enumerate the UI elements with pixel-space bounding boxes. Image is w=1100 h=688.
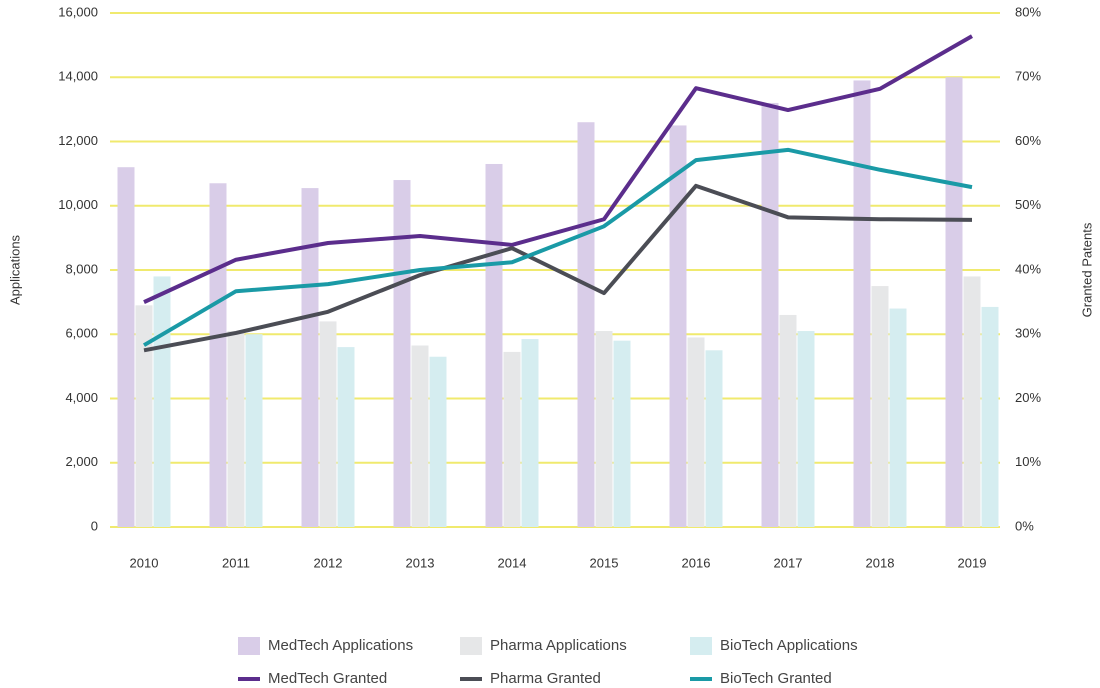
- legend-label: Pharma Granted: [490, 670, 601, 687]
- y-tick-label: 2,000: [65, 454, 98, 469]
- bar: [963, 276, 981, 527]
- bar: [117, 167, 135, 527]
- bar: [153, 276, 171, 527]
- bar: [945, 77, 963, 527]
- y-tick-label: 10,000: [58, 197, 98, 212]
- bar: [669, 125, 687, 527]
- legend-swatch: [238, 637, 260, 655]
- legend-label: MedTech Granted: [268, 670, 387, 687]
- bar: [135, 305, 153, 527]
- legend-label: MedTech Applications: [268, 637, 413, 654]
- bar: [227, 331, 245, 527]
- bar: [687, 337, 705, 527]
- x-tick-label: 2010: [130, 555, 159, 570]
- x-tick-label: 2012: [314, 555, 343, 570]
- bar: [337, 347, 355, 527]
- bar: [853, 80, 871, 528]
- legend-swatch: [460, 637, 482, 655]
- y2-tick-label: 40%: [1015, 261, 1041, 276]
- legend-label: Pharma Applications: [490, 637, 627, 654]
- bar: [245, 334, 263, 527]
- bar: [981, 306, 999, 527]
- y2-tick-label: 70%: [1015, 69, 1041, 84]
- bar: [705, 350, 723, 527]
- bar: [485, 163, 503, 528]
- legend-swatch: [690, 637, 712, 655]
- x-tick-label: 2015: [590, 555, 619, 570]
- bar: [797, 331, 815, 527]
- y2-tick-label: 80%: [1015, 4, 1041, 19]
- bar: [301, 188, 319, 528]
- bar: [595, 331, 613, 527]
- x-tick-label: 2019: [958, 555, 987, 570]
- y-tick-label: 4,000: [65, 390, 98, 405]
- bar: [871, 286, 889, 527]
- x-tick-label: 2014: [498, 555, 527, 570]
- y-tick-label: 0: [91, 518, 98, 533]
- x-tick-label: 2016: [682, 555, 711, 570]
- bar: [411, 345, 429, 527]
- y2-tick-label: 20%: [1015, 390, 1041, 405]
- line: [142, 147, 973, 347]
- bar: [393, 180, 411, 528]
- y-tick-label: 6,000: [65, 326, 98, 341]
- bar: [613, 340, 631, 527]
- y2-tick-label: 50%: [1015, 197, 1041, 212]
- y-tick-label: 12,000: [58, 133, 98, 148]
- bar: [521, 339, 539, 527]
- y2-tick-label: 10%: [1015, 454, 1041, 469]
- y-tick-label: 8,000: [65, 261, 98, 276]
- y2-axis-label: Granted Patents: [1079, 222, 1094, 317]
- line: [143, 183, 973, 353]
- bar: [779, 314, 797, 527]
- y2-tick-label: 0%: [1015, 518, 1034, 533]
- y-axis-label: Applications: [7, 234, 22, 305]
- bar: [429, 356, 447, 527]
- bar: [209, 183, 227, 527]
- x-tick-label: 2013: [406, 555, 435, 570]
- y-tick-label: 16,000: [58, 4, 98, 19]
- legend-label: BioTech Granted: [720, 670, 832, 687]
- y2-tick-label: 60%: [1015, 133, 1041, 148]
- x-tick-label: 2017: [774, 555, 803, 570]
- bar: [889, 308, 907, 527]
- line: [143, 34, 973, 304]
- bar: [761, 102, 779, 527]
- bar: [319, 321, 337, 527]
- legend-label: BioTech Applications: [720, 637, 858, 654]
- y2-tick-label: 30%: [1015, 326, 1041, 341]
- x-tick-label: 2011: [222, 555, 250, 570]
- x-tick-label: 2018: [866, 555, 895, 570]
- bar: [577, 122, 595, 527]
- y-tick-label: 14,000: [58, 69, 98, 84]
- bar: [503, 351, 521, 527]
